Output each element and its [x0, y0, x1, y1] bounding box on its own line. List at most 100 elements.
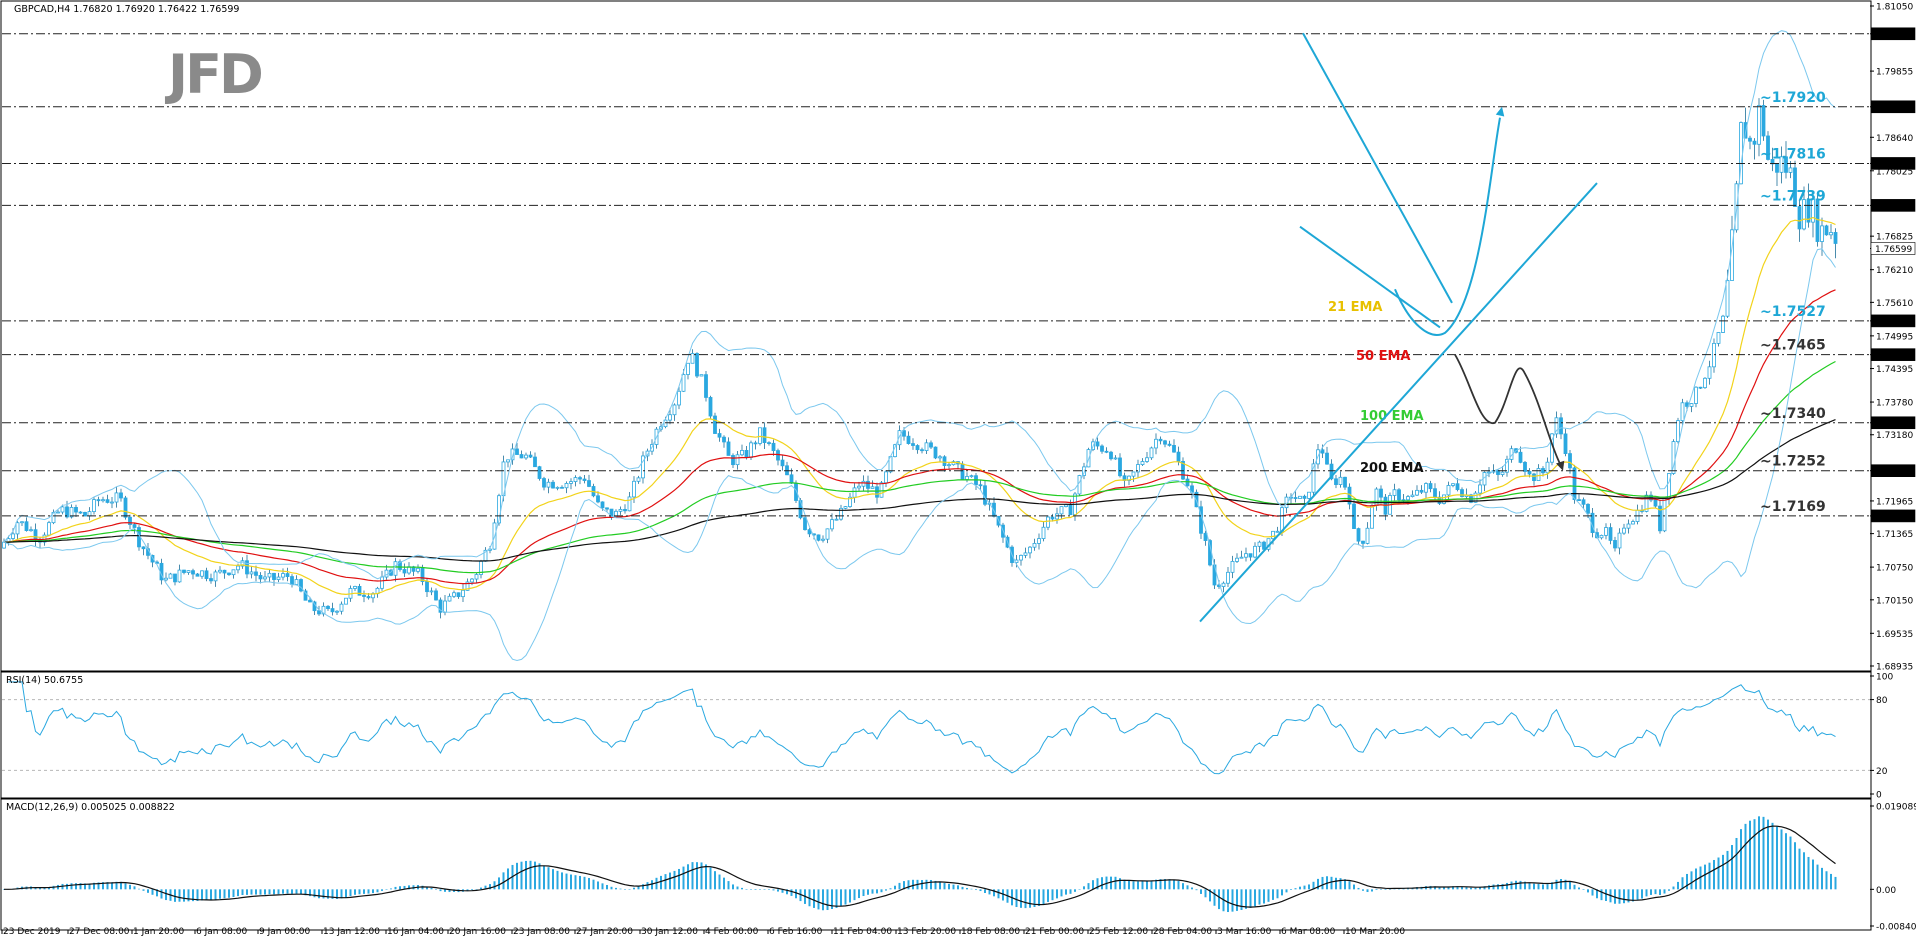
macd-bar: [1753, 819, 1756, 890]
candle-body: [173, 573, 177, 583]
macd-bar: [1762, 816, 1765, 890]
candle-body: [1694, 386, 1698, 404]
candle-body: [1559, 417, 1563, 435]
candle-body: [744, 450, 749, 458]
macd-bar: [385, 889, 388, 890]
macd-bar: [1542, 884, 1544, 890]
macd-bar: [1069, 889, 1072, 894]
macd-bar: [538, 863, 541, 890]
macd-bar: [579, 875, 581, 890]
macd-bar: [696, 862, 698, 890]
macd-bar: [1546, 884, 1549, 890]
candle-body: [969, 475, 974, 478]
macd-bar: [1695, 868, 1697, 890]
candle-body: [749, 442, 753, 458]
macd-panel-frame: [0, 798, 1872, 931]
macd-bar: [516, 862, 518, 890]
candle-body: [740, 450, 744, 456]
candle-body: [182, 569, 186, 573]
macd-bar: [583, 876, 586, 890]
macd-bar: [79, 883, 82, 890]
price-label-box: [1870, 509, 1916, 523]
x-tick-label: 16 Jan 04:00: [387, 927, 444, 936]
candle-body: [290, 576, 294, 585]
candle-body: [560, 486, 564, 489]
macd-bar: [1020, 889, 1022, 908]
macd-bar: [673, 870, 676, 890]
macd-bar: [448, 889, 451, 893]
macd-bar: [1132, 881, 1135, 890]
x-tick-label: 13 Feb 20:00: [897, 927, 956, 936]
candle-body: [1689, 403, 1694, 407]
macd-bar: [1686, 873, 1688, 890]
macd-bar: [1002, 889, 1004, 901]
candle-body: [1356, 528, 1361, 542]
macd-bar: [759, 889, 761, 890]
candle-body: [1302, 495, 1307, 499]
price-label: 1.70750: [1876, 564, 1913, 574]
macd-bar: [1699, 866, 1702, 890]
macd-bar: [264, 889, 266, 895]
price-label: 1.71690: [1875, 512, 1912, 522]
ema-label: 200 EMA: [1360, 461, 1424, 476]
macd-bar: [930, 879, 932, 890]
macd-bar: [1771, 822, 1774, 890]
macd-bar: [898, 882, 901, 890]
bollinger-upper: [3, 30, 1836, 580]
macd-bar: [246, 889, 248, 895]
candles: [2, 98, 1838, 619]
macd-bar: [48, 887, 50, 890]
macd-bar: [799, 889, 802, 902]
candle-body: [1703, 377, 1707, 389]
candle-body: [47, 522, 51, 536]
candle-body: [1608, 527, 1613, 541]
candle-body: [902, 430, 906, 437]
macd-bar: [1015, 889, 1018, 908]
candle-body: [641, 455, 645, 479]
candle-body: [1572, 467, 1577, 501]
price-label: 1.81050: [1876, 3, 1913, 13]
macd-bar: [597, 881, 599, 890]
candle-body: [870, 486, 875, 489]
macd-bar: [1443, 887, 1445, 890]
candle-body: [267, 572, 272, 578]
macd-bar: [1083, 886, 1085, 890]
candle-body: [569, 481, 573, 484]
macd-bar: [651, 880, 653, 890]
macd-bar: [925, 879, 928, 890]
candle-body: [420, 567, 425, 582]
candle-body: [1158, 438, 1163, 442]
candle-body: [1824, 225, 1829, 236]
candle-body: [1167, 443, 1172, 446]
candle-body: [1428, 483, 1433, 490]
macd-bar: [574, 875, 577, 890]
candle-body: [789, 474, 794, 484]
candle-body: [1410, 494, 1415, 498]
candle-body: [114, 492, 119, 503]
candle-body: [1460, 489, 1464, 497]
main-chart-header: GBPCAD,H4 1.76820 1.76920 1.76422 1.7659…: [14, 4, 239, 15]
macd-bar: [421, 885, 424, 890]
macd-bar: [1258, 889, 1261, 905]
candle-body: [897, 430, 902, 446]
macd-bar: [273, 889, 275, 895]
candle-body: [1037, 538, 1041, 544]
macd-bar: [1168, 879, 1171, 890]
macd-bar: [1456, 886, 1459, 890]
ema-line-100: [4, 360, 1836, 574]
macd-bar: [268, 889, 271, 895]
macd-bar: [997, 889, 1000, 899]
macd-bar: [174, 889, 176, 902]
macd-bar: [601, 883, 604, 890]
macd-bar: [66, 883, 68, 890]
macd-bar: [1708, 862, 1711, 890]
candle-body: [357, 586, 362, 596]
candle-body: [978, 484, 983, 487]
macd-bar: [102, 882, 104, 890]
candle-body: [1028, 546, 1032, 554]
macd-bar: [1641, 889, 1643, 899]
candle-body: [1748, 137, 1752, 142]
candle-body: [1500, 471, 1505, 475]
macd-bar: [493, 881, 496, 890]
